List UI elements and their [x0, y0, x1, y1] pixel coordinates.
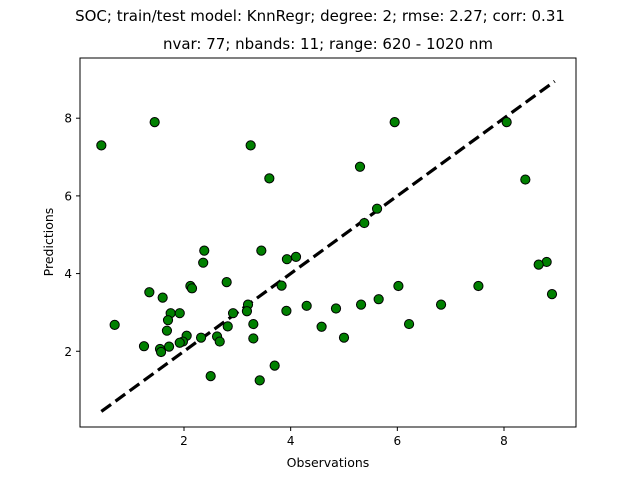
data-point [256, 245, 267, 256]
data-point [138, 341, 150, 352]
data-point [355, 299, 367, 310]
data-point [264, 173, 275, 184]
data-point [186, 283, 198, 294]
data-point [222, 321, 233, 332]
data-point [195, 332, 207, 343]
y-axis-label: Predictions [41, 208, 56, 277]
plot-frame [79, 57, 577, 428]
data-point [359, 217, 370, 229]
data-point [149, 116, 160, 128]
data-point [435, 299, 447, 310]
data-point [403, 318, 415, 330]
chart-title: SOC; train/test model: KnnRegr; degree: … [75, 7, 565, 25]
data-point [301, 300, 312, 311]
data-point [248, 318, 259, 330]
data-point [214, 336, 225, 347]
data-point [520, 174, 531, 185]
y-tick-label: 8 [64, 112, 72, 126]
x-tick-label: 8 [500, 434, 508, 448]
y-tick-label: 4 [64, 267, 72, 281]
x-tick-label: 4 [287, 434, 295, 448]
data-point [276, 280, 287, 291]
data-point [393, 280, 404, 292]
data-point [338, 332, 350, 343]
data-point [254, 375, 265, 386]
data-point [241, 306, 253, 317]
data-point [227, 308, 239, 319]
data-point [248, 333, 259, 344]
data-point [199, 245, 210, 256]
data-point [155, 346, 167, 358]
data-point [371, 203, 383, 214]
y-tick-label: 6 [64, 189, 72, 203]
x-axis: 2 4 6 8 [180, 427, 508, 448]
data-point [354, 161, 366, 172]
data-point [205, 371, 216, 382]
chart-subtitle: nvar: 77; nbands: 11; range: 620 - 1020 … [163, 35, 493, 53]
x-tick-label: 6 [394, 434, 402, 448]
data-point [281, 305, 292, 316]
plot-area [96, 80, 558, 413]
data-point [144, 287, 155, 298]
data-point [157, 292, 168, 303]
data-point [290, 251, 302, 262]
data-point [330, 303, 342, 314]
y-tick-label: 2 [64, 345, 72, 359]
y-axis: 2 4 6 8 [64, 112, 80, 359]
data-point [245, 140, 256, 151]
data-point [174, 337, 185, 348]
data-point [269, 360, 280, 371]
data-point [109, 319, 120, 330]
data-point [473, 280, 484, 292]
data-point [162, 315, 174, 326]
data-point [174, 308, 185, 319]
data-point [316, 321, 327, 332]
data-point [373, 294, 384, 305]
data-point [163, 341, 175, 352]
data-point [533, 259, 544, 270]
data-point [281, 254, 293, 265]
data-point [198, 257, 209, 268]
x-axis-label: Observations [287, 455, 370, 470]
data-point [546, 289, 558, 300]
data-point [161, 325, 173, 336]
data-point [501, 116, 512, 128]
data-point [389, 116, 400, 128]
data-point [221, 277, 232, 288]
x-tick-label: 2 [180, 434, 188, 448]
data-point [96, 140, 107, 151]
reference-line [100, 80, 556, 413]
